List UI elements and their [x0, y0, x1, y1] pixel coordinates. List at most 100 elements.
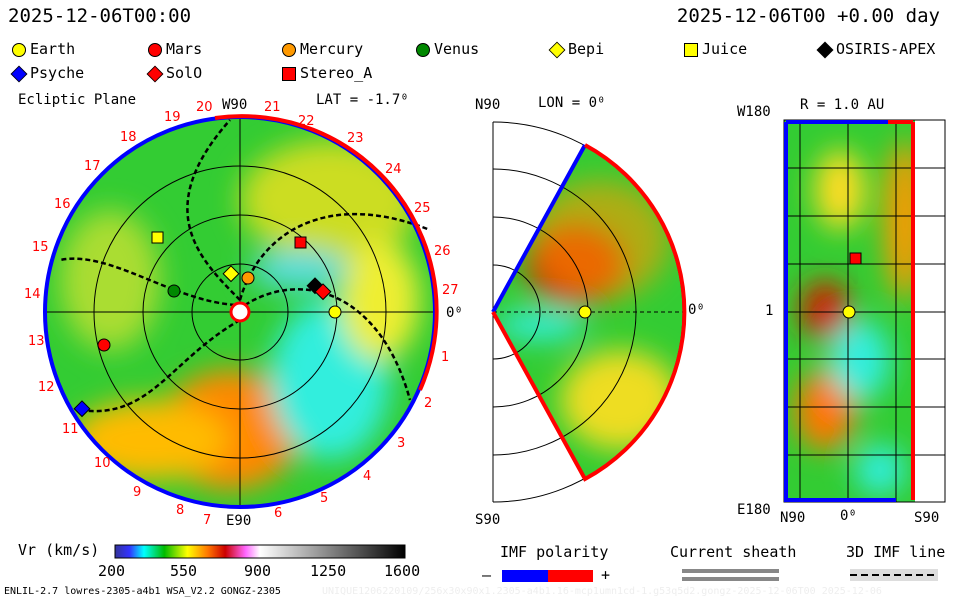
- legend-label: Mercury: [300, 40, 364, 58]
- radial-mid-label: 1: [765, 303, 774, 319]
- velocity-colorbar: [114, 544, 406, 559]
- longitude-tick-label: 4: [363, 469, 372, 484]
- radial-n-label: N90: [780, 510, 806, 526]
- circle-icon: [282, 42, 296, 57]
- imf-line-swatch: [850, 569, 938, 581]
- colorbar-tick: 1600: [384, 562, 421, 580]
- ecliptic-right-label: 0⁰: [446, 305, 463, 321]
- longitude-tick-label: 15: [32, 240, 49, 255]
- legend-label: SolO: [166, 64, 203, 82]
- longitude-tick-label: 17: [84, 159, 101, 174]
- radial-zero-label: 0⁰: [840, 508, 857, 524]
- longitude-tick-label: 16: [54, 197, 71, 212]
- current-sheath-label: Current sheath: [670, 543, 797, 561]
- longitude-tick-label: 26: [434, 244, 451, 259]
- longitude-tick-label: 12: [38, 380, 55, 395]
- stereo-a-marker-radial: [849, 252, 862, 265]
- sun: [229, 301, 251, 323]
- run-info: UNIQUE1206220109/256x30x90x1.2305-a4b1.1…: [322, 586, 882, 597]
- longitude-tick-label: 13: [28, 334, 45, 349]
- model-info: ENLIL-2.7 lowres-2305-a4b1 WSA_V2.2 GONG…: [4, 586, 281, 597]
- longitude-tick-label: 18: [120, 130, 137, 145]
- meridional-top-label: N90: [475, 97, 501, 113]
- meridional-lon: LON = 0⁰: [538, 95, 606, 111]
- colorbar-tick: 550: [170, 562, 198, 580]
- legend-label: Venus: [434, 40, 480, 58]
- juice-marker: [151, 231, 164, 244]
- ecliptic-top-label: W90: [222, 97, 248, 113]
- radial-top-label: W180: [737, 104, 771, 120]
- longitude-tick-label: 8: [176, 503, 185, 518]
- circle-icon: [12, 42, 26, 57]
- legend-item: OSIRIS-APEX: [816, 40, 936, 58]
- legend-label: Psyche: [30, 64, 85, 82]
- radial-positive-edge: [888, 120, 915, 500]
- earth-marker-meridional: [578, 305, 592, 319]
- longitude-tick-label: 5: [320, 491, 329, 506]
- radial-negative-edge: [784, 120, 896, 502]
- legend-label: Juice: [702, 40, 748, 58]
- legend-item: Venus: [416, 40, 479, 58]
- ecliptic-title: Ecliptic Plane: [18, 92, 137, 108]
- meridional-right-label: 0⁰: [688, 302, 705, 318]
- earth-marker: [328, 305, 342, 319]
- colorbar-tick: 200: [98, 562, 126, 580]
- venus-marker: [167, 284, 181, 298]
- longitude-tick-label: 20: [196, 100, 213, 115]
- longitude-tick-label: 19: [164, 110, 181, 125]
- longitude-tick-label: 14: [24, 287, 41, 302]
- legend-item: Juice: [684, 40, 747, 58]
- longitude-tick-label: 6: [274, 506, 283, 521]
- elapsed-time: 2025-12-06T00 +0.00 day: [676, 5, 940, 27]
- longitude-tick-label: 2: [424, 396, 433, 411]
- meridional-positive-edge: [491, 143, 687, 482]
- bepi-marker: [222, 265, 240, 283]
- earth-marker-radial: [842, 305, 856, 319]
- legend-label: Mars: [166, 40, 203, 58]
- radial-title: R = 1.0 AU: [800, 97, 885, 113]
- longitude-tick-label: 10: [94, 456, 111, 471]
- longitude-tick-label: 1: [441, 350, 450, 365]
- circle-icon: [148, 42, 162, 57]
- longitude-tick-label: 11: [62, 422, 79, 437]
- current-sheath-swatch: [682, 569, 779, 581]
- polarity-title: IMF polarity: [500, 543, 609, 561]
- legend-item: Stereo_A: [282, 64, 372, 82]
- solo-marker: [314, 283, 332, 301]
- square-icon: [282, 66, 296, 81]
- psyche-marker: [73, 400, 91, 418]
- colorbar-tick: 1250: [310, 562, 347, 580]
- radial-bottom-label: E180: [737, 502, 771, 518]
- longitude-tick-label: 21: [264, 100, 281, 115]
- legend-item: Mars: [148, 40, 202, 58]
- polarity-negative-swatch: [502, 570, 548, 582]
- colorbar-tick: 900: [244, 562, 272, 580]
- legend-item: Bepi: [548, 40, 604, 58]
- longitude-tick-label: 3: [397, 436, 406, 451]
- ecliptic-bottom-label: E90: [226, 513, 252, 529]
- radial-s-label: S90: [914, 510, 940, 526]
- meridional-bottom-label: S90: [475, 512, 501, 528]
- ecliptic-positive-sector: [214, 114, 439, 391]
- legend-item: Earth: [12, 40, 75, 58]
- longitude-tick-label: 22: [298, 114, 315, 129]
- legend-label: OSIRIS-APEX: [836, 40, 936, 58]
- mercury-marker: [241, 271, 255, 285]
- meridional-negative-edge: [491, 144, 587, 313]
- mars-marker: [97, 338, 111, 352]
- polarity-minus: –: [482, 566, 492, 584]
- longitude-tick-label: 24: [385, 162, 402, 177]
- longitude-tick-label: 27: [442, 283, 459, 298]
- polarity-positive-swatch: [548, 570, 593, 582]
- legend-item: Psyche: [10, 64, 85, 82]
- longitude-tick-label: 23: [347, 131, 364, 146]
- model-time: 2025-12-06T00:00: [8, 5, 192, 27]
- legend-item: SolO: [146, 64, 203, 82]
- longitude-tick-label: 9: [133, 485, 142, 500]
- legend-label: Stereo_A: [300, 64, 373, 82]
- imf-line-label: 3D IMF line: [846, 543, 946, 561]
- legend-label: Earth: [30, 40, 76, 58]
- legend-item: Mercury: [282, 40, 363, 58]
- longitude-tick-label: 25: [414, 201, 431, 216]
